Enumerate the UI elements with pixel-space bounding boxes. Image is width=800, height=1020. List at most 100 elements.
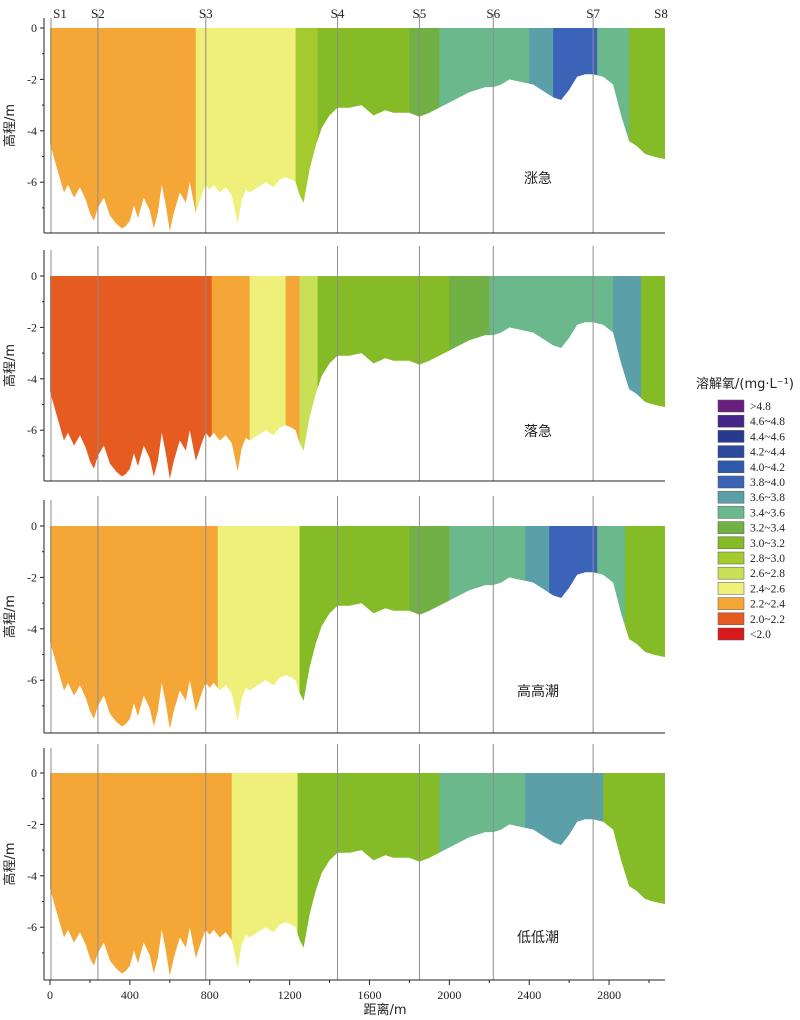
y-tick-label: -6 bbox=[27, 673, 37, 687]
y-tick-label: -6 bbox=[27, 175, 37, 189]
legend-items: >4.8 4.6~4.8 4.4~4.6 4.2~4.4 4.0~4.2 3.8~4.0 3… bbox=[717, 399, 785, 641]
legend-label: 4.0~4.2 bbox=[750, 462, 785, 474]
do-band-3.6~3.8 bbox=[525, 526, 550, 729]
do-band-3.6~3.8 bbox=[525, 773, 604, 976]
legend-label: 2.4~2.6 bbox=[750, 583, 785, 595]
do-band-2.4~2.6 bbox=[217, 526, 301, 729]
do-band-2.6~2.8 bbox=[299, 276, 319, 479]
do-band-2.2~2.4 bbox=[50, 28, 197, 231]
legend-swatch bbox=[717, 521, 745, 534]
x-tick-label: 1200 bbox=[278, 988, 302, 1002]
legend-label: <2.0 bbox=[750, 629, 771, 641]
do-band-3.4~3.6 bbox=[439, 28, 480, 231]
x-axis-title: 距离/m bbox=[363, 1002, 406, 1018]
panel-label: 涨急 bbox=[524, 171, 552, 187]
panel-bands bbox=[50, 773, 665, 976]
y-tick-label: -2 bbox=[27, 570, 37, 584]
y-tick-label: 0 bbox=[31, 269, 37, 283]
x-tick-label: 1600 bbox=[357, 988, 381, 1002]
y-tick-label: -2 bbox=[27, 320, 37, 334]
legend-label: 4.6~4.8 bbox=[750, 416, 785, 428]
legend-label: >4.8 bbox=[750, 401, 771, 413]
do-band-3.6~3.8 bbox=[613, 276, 642, 479]
x-tick-label: 800 bbox=[201, 988, 219, 1002]
legend-swatch bbox=[717, 627, 745, 641]
legend-label: 4.2~4.4 bbox=[750, 447, 785, 459]
legend-swatch bbox=[717, 566, 745, 580]
legend-title: 溶解氧/(mg·L⁻¹) bbox=[696, 377, 794, 392]
x-tick-label: 2800 bbox=[597, 988, 621, 1002]
do-band-3.0~3.2 bbox=[603, 773, 665, 976]
panel-label: 落急 bbox=[524, 424, 552, 440]
station-label-S6: S6 bbox=[486, 6, 500, 21]
do-band-3.4~3.6 bbox=[479, 28, 530, 231]
do-band-3.0~3.2 bbox=[299, 526, 410, 729]
station-label-S8: S8 bbox=[654, 6, 668, 21]
legend-label: 2.8~3.0 bbox=[750, 553, 785, 565]
do-band-3.4~3.6 bbox=[439, 773, 526, 976]
do-band-2.8~3.0 bbox=[295, 28, 319, 231]
do-band-3.2~3.4 bbox=[409, 28, 440, 231]
station-label-S1: S1 bbox=[53, 6, 67, 21]
legend-label: 3.2~3.4 bbox=[750, 523, 785, 535]
legend-swatch bbox=[717, 536, 745, 550]
x-tick-label: 400 bbox=[121, 988, 139, 1002]
legend-swatch bbox=[717, 506, 745, 519]
do-band-3.8~4.0 bbox=[549, 526, 598, 729]
y-axis-title: 高程/m bbox=[2, 104, 18, 147]
legend-swatch bbox=[717, 399, 745, 413]
panel-label: 高高潮 bbox=[517, 683, 559, 700]
do-band-3.0~3.2 bbox=[317, 28, 410, 231]
legend-label: 3.0~3.2 bbox=[750, 538, 785, 550]
legend-swatch bbox=[717, 582, 745, 595]
panel-bands bbox=[50, 526, 665, 729]
do-band-2.4~2.6 bbox=[249, 276, 287, 479]
x-tick-label: 0 bbox=[47, 988, 53, 1002]
panel-bands bbox=[50, 276, 665, 479]
y-tick-label: -6 bbox=[27, 423, 37, 437]
do-band-2.4~2.6 bbox=[195, 28, 297, 231]
legend-swatch bbox=[717, 445, 745, 458]
do-band-2.4~2.6 bbox=[231, 773, 299, 976]
legend-label: 2.0~2.2 bbox=[750, 614, 785, 626]
y-tick-label: -2 bbox=[27, 72, 37, 86]
do-band-3.0~3.2 bbox=[297, 773, 440, 976]
panel-bands bbox=[50, 28, 665, 231]
do-band-2.2~2.4 bbox=[285, 276, 301, 479]
legend-swatch bbox=[717, 612, 745, 626]
panel-4: 0 -2 -4 -6 高程/m 低低潮 bbox=[2, 744, 665, 981]
panel-3: 0 -2 -4 -6 高程/m 高高潮 bbox=[2, 496, 665, 734]
y-tick-label: -4 bbox=[27, 869, 37, 883]
do-band-2.2~2.4 bbox=[50, 773, 233, 976]
station-label-S5: S5 bbox=[413, 6, 427, 21]
y-tick-label: -4 bbox=[27, 622, 37, 636]
y-tick-label: -4 bbox=[27, 124, 37, 138]
do-band-2.0~2.2 bbox=[50, 276, 213, 479]
y-axis-title: 高程/m bbox=[2, 595, 18, 638]
legend-swatch bbox=[717, 475, 745, 489]
station-label-S7: S7 bbox=[586, 6, 600, 21]
legend-label: 3.6~3.8 bbox=[750, 492, 785, 504]
legend-label: 4.4~4.6 bbox=[750, 431, 785, 443]
x-tick-label: 2400 bbox=[517, 988, 541, 1002]
do-band-3.4~3.6 bbox=[597, 526, 626, 729]
y-tick-label: -4 bbox=[27, 372, 37, 386]
y-tick-label: 0 bbox=[31, 519, 37, 533]
legend-swatch bbox=[717, 551, 745, 565]
y-tick-label: -6 bbox=[27, 920, 37, 934]
y-axis-title: 高程/m bbox=[2, 842, 18, 885]
station-labels: S1 S2 S3 S4 S5 S6 S7 S8 bbox=[53, 6, 668, 21]
station-label-S2: S2 bbox=[91, 6, 105, 21]
legend-label: 3.4~3.6 bbox=[750, 507, 785, 519]
legend-swatch bbox=[717, 430, 745, 443]
station-label-S4: S4 bbox=[331, 6, 345, 21]
do-band-3.2~3.4 bbox=[409, 526, 450, 729]
legend-swatch bbox=[717, 490, 745, 504]
legend-swatch bbox=[717, 414, 745, 428]
do-band-3.0~3.2 bbox=[629, 28, 665, 231]
y-tick-label: -2 bbox=[27, 817, 37, 831]
y-tick-label: 0 bbox=[31, 21, 37, 35]
panels-group: 0 -2 -4 -6 高程/m 涨急 0 -2 -4 -6 高程/m 落急 0 -2 -4 -6 高程/m 高高潮… bbox=[2, 14, 665, 981]
do-band-3.4~3.6 bbox=[449, 526, 526, 729]
